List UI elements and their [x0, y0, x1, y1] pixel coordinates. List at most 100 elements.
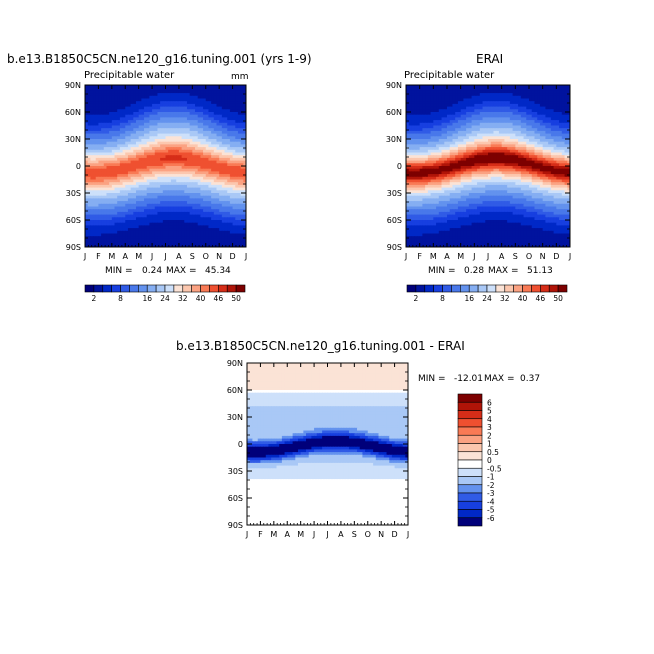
- field-cell: [211, 217, 215, 221]
- field-cell: [114, 228, 118, 232]
- field-cell: [114, 157, 118, 162]
- field-cell: [101, 190, 105, 194]
- field-cell: [221, 109, 226, 113]
- field-cell: [240, 211, 244, 216]
- field-cell: [496, 122, 500, 127]
- field-cell: [243, 144, 246, 148]
- field-cell: [157, 209, 161, 213]
- field-cell: [463, 120, 467, 124]
- field-cell: [200, 101, 204, 105]
- field-cell: [232, 93, 236, 97]
- field-cell: [160, 155, 164, 159]
- field-cell: [493, 101, 497, 105]
- field-cell: [479, 93, 484, 97]
- field-cell: [173, 225, 177, 229]
- field-cell: [184, 166, 188, 170]
- field-cell: [122, 184, 126, 189]
- field-cell: [237, 179, 242, 183]
- field-cell: [221, 117, 226, 121]
- field-cell: [471, 125, 475, 129]
- field-cell: [181, 85, 185, 89]
- field-cell: [125, 225, 129, 229]
- field-cell: [197, 201, 201, 205]
- field-cell: [149, 190, 153, 194]
- field-cell: [526, 98, 530, 102]
- field-cell: [168, 112, 172, 116]
- field-cell: [130, 201, 134, 205]
- min-label-model: MIN =: [105, 266, 133, 276]
- field-cell: [501, 130, 505, 135]
- field-cell: [463, 98, 467, 102]
- field-cell: [106, 198, 110, 202]
- field-cell: [504, 95, 508, 100]
- field-cell: [553, 122, 557, 127]
- field-cell: [165, 160, 169, 164]
- field-cell: [243, 230, 246, 235]
- field-cell: [237, 193, 242, 197]
- field-cell: [125, 195, 129, 199]
- field-cell: [416, 117, 421, 121]
- field-cell: [441, 120, 445, 124]
- field-cell: [213, 125, 218, 129]
- field-cell: [208, 144, 212, 148]
- field-cell: [106, 90, 110, 94]
- field-cell: [93, 101, 97, 105]
- field-cell: [237, 122, 242, 127]
- field-cell: [141, 238, 145, 243]
- field-cell: [216, 147, 220, 151]
- field-cell: [219, 106, 223, 110]
- field-cell: [119, 98, 124, 102]
- field-cell: [122, 117, 126, 121]
- field-cell: [101, 90, 105, 94]
- field-cell: [186, 122, 191, 127]
- field-cell: [512, 85, 516, 89]
- field-cell: [515, 103, 519, 108]
- field-cell: [200, 206, 204, 210]
- field-cell: [564, 87, 568, 91]
- field-cell: [447, 109, 451, 113]
- field-cell: [200, 149, 204, 154]
- field-cell: [95, 128, 100, 132]
- field-cell: [103, 117, 108, 121]
- field-cell: [87, 220, 91, 224]
- field-cell: [117, 144, 121, 148]
- field-cell: [170, 171, 175, 175]
- field-cell: [101, 128, 105, 132]
- field-cell: [170, 114, 175, 118]
- field-cell: [149, 139, 153, 143]
- field-cell: [237, 214, 242, 218]
- field-cell: [103, 155, 108, 159]
- field-cell: [240, 238, 244, 243]
- field-cell: [235, 211, 239, 216]
- field-cell: [189, 144, 193, 148]
- field-cell: [205, 211, 210, 216]
- field-cell: [146, 225, 150, 229]
- field-cell: [237, 101, 242, 105]
- field-cell: [98, 93, 102, 97]
- field-cell: [189, 122, 193, 127]
- field-cell: [213, 128, 218, 132]
- field-cell: [184, 187, 188, 191]
- field-cell: [154, 106, 159, 110]
- field-cell: [203, 168, 207, 172]
- field-cell: [531, 130, 536, 135]
- field-cell: [219, 112, 223, 116]
- field-cell: [114, 90, 118, 94]
- field-cell: [133, 220, 137, 224]
- field-cell: [471, 122, 475, 127]
- field-cell: [441, 122, 445, 127]
- field-cell: [160, 128, 164, 132]
- field-cell: [127, 136, 132, 140]
- field-cell: [106, 98, 110, 102]
- field-cell: [221, 184, 226, 189]
- field-cell: [141, 106, 145, 110]
- field-cell: [87, 176, 91, 181]
- field-cell: [518, 103, 522, 108]
- field-cell: [189, 214, 193, 218]
- field-cell: [93, 114, 97, 118]
- field-cell: [168, 222, 172, 226]
- field-cell: [237, 106, 242, 110]
- field-cell: [457, 98, 462, 102]
- field-cell: [419, 136, 423, 140]
- field-cell: [173, 228, 177, 232]
